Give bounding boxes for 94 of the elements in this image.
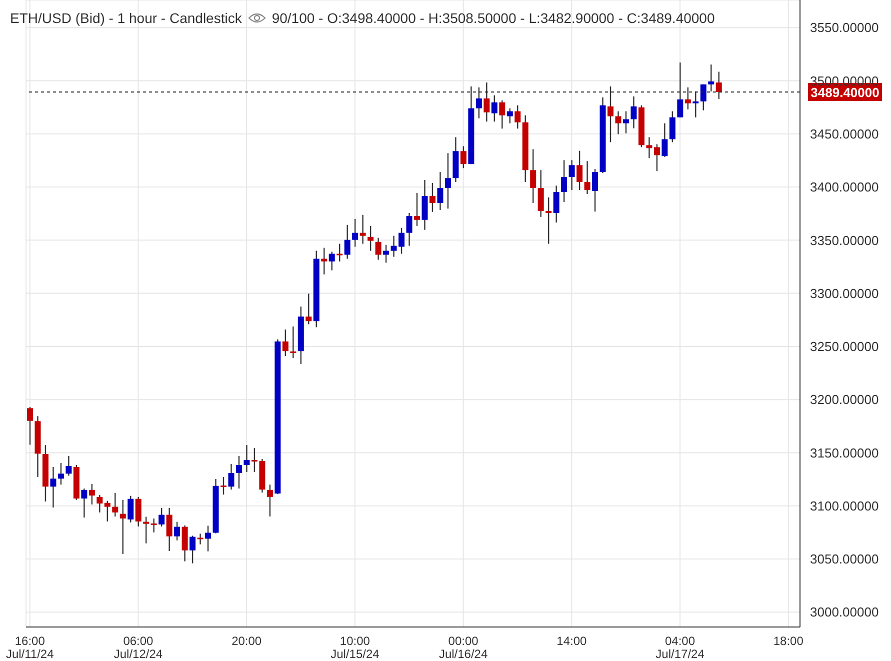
candlestick [538,170,544,218]
candlestick [444,152,451,210]
candlestick [553,185,560,224]
candlestick [135,496,142,528]
x-tick-label: 16:00 Jul/11/24 [6,634,54,661]
candlestick [182,524,188,562]
candlestick [662,122,668,158]
candlestick [615,110,622,135]
candlestick [460,146,466,169]
candlestick [499,100,506,130]
candlestick [58,462,64,486]
candlestick [677,62,684,118]
candlestick [66,455,72,476]
candlestick [282,328,288,357]
candlestick [669,110,676,143]
y-tick-label: 3450.00000 [810,126,879,142]
candlestick [584,160,590,195]
candlestick [576,150,583,191]
candlestick [530,148,536,204]
candlestick [174,521,180,541]
y-tick-label: 3050.00000 [810,552,879,567]
candlestick [437,171,444,211]
candlestick [336,243,343,262]
candlestick [684,86,691,110]
candlestick [290,326,296,359]
candlestick [630,96,637,129]
candlestick [608,86,614,143]
candlestick [150,518,157,534]
candlestick [104,500,110,522]
y-tick-label: 3300.00000 [810,286,879,301]
candlestick [406,212,412,246]
candlestick [476,86,482,119]
candlestick [561,160,568,203]
candlestick [112,492,118,518]
candlestick [414,192,420,227]
x-tick-label: 10:00 Jul/15/24 [330,634,380,661]
x-tick-label: 00:00 Jul/16/24 [438,634,488,661]
x-tick-label: 06:00 Jul/12/24 [114,634,163,661]
candlestick [360,214,366,244]
candlestick [96,494,103,514]
candlestick [546,196,552,244]
candlestick [568,160,575,191]
x-tick-label: 04:00 Jul/17/24 [656,634,705,661]
candlestick [491,94,498,122]
candlestick [716,71,722,100]
candlestick [220,476,226,496]
y-tick-label: 3550.00000 [810,20,879,36]
candlestick [306,293,312,325]
y-tick-label: 3100.00000 [810,498,879,514]
candlestick [592,168,598,212]
candlestick [375,237,382,260]
candlestick [514,104,521,130]
candlestick [328,251,335,271]
candlestick [484,82,490,122]
y-tick-label: 3350.00000 [810,232,879,248]
x-tick-label: 20:00 [232,634,262,648]
candlestick [190,535,196,564]
candlestick [506,108,513,124]
candlestick [236,455,242,490]
candlestick [321,247,328,275]
candlestick [352,218,358,248]
candlestick [429,182,436,213]
candlestick [197,533,204,545]
candlestick [128,495,134,524]
candlestick [120,499,126,555]
text: 90/100 - O:3498.40000 - H:3508.50000 - L:3482.90000 - C:3489.40000 [272,10,715,26]
candlestick [368,225,374,252]
candlestick [266,484,273,518]
candlestick [422,179,428,230]
x-tick-label: 14:00 [556,634,588,648]
candlestick [692,90,699,118]
candlestick [228,463,234,490]
candlestick [143,516,150,544]
candlestick [654,144,660,172]
candlestick [158,507,165,528]
candlestick [88,483,95,506]
candlestick [244,444,250,473]
candlestick [344,224,350,260]
candlestick [166,507,172,552]
candlestick [622,110,629,134]
candlestick [27,406,33,446]
y-tick-label: 3400.00000 [810,180,879,195]
candlestick [708,64,714,92]
y-tick-label: 3200.00000 [810,392,879,408]
y-tick-label: 3000.00000 [810,604,879,620]
y-tick-label: 3250.00000 [810,339,879,354]
text: ETH/USD (Bid) - 1 hour - Candlestick [10,10,242,26]
x-tick-label: 18:00 [773,634,804,648]
candlestick [205,525,212,552]
candlestick [81,488,88,518]
candlestick [50,466,56,508]
y-tick-label: 3150.00000 [810,445,879,460]
candlestick [646,136,652,159]
ref-line-label: 3489.40000 [810,85,880,100]
